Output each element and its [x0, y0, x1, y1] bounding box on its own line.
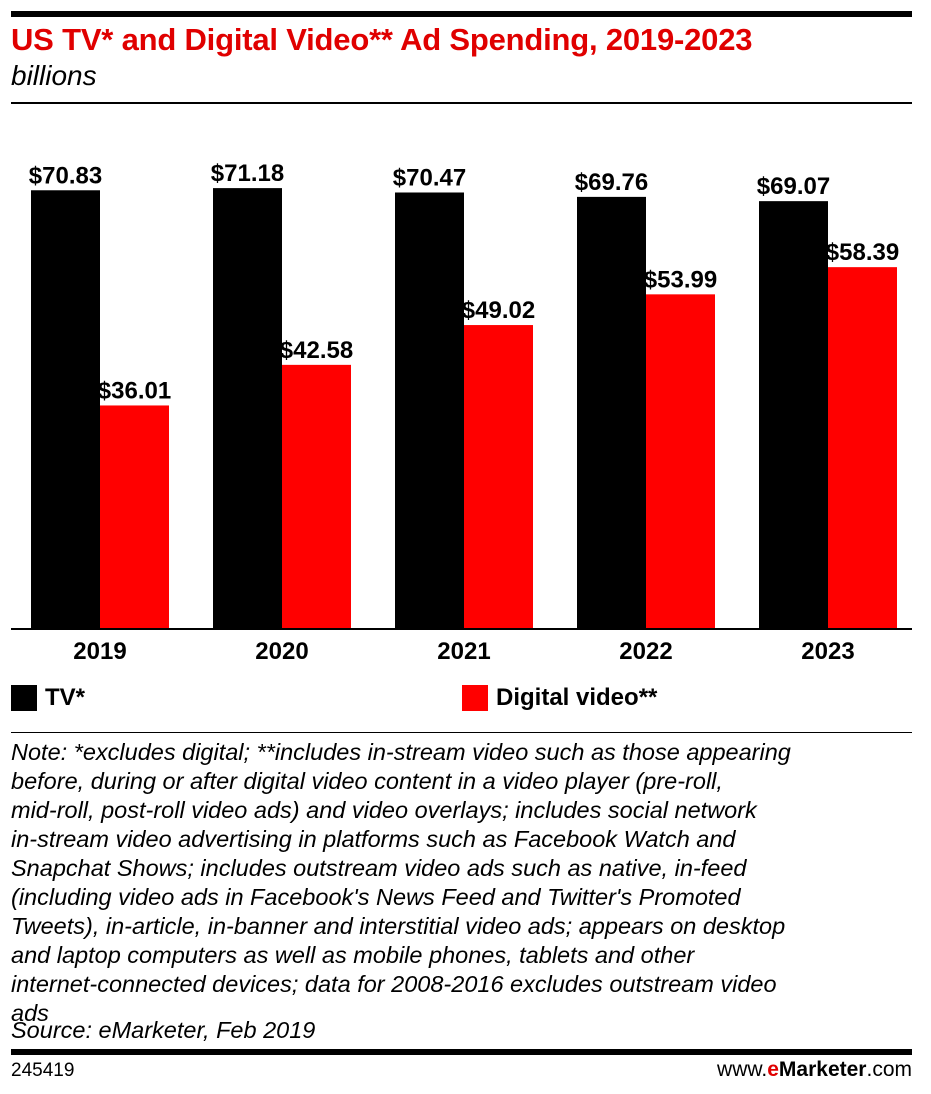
bar-tv-2023 [759, 201, 828, 628]
data-label-digital-video-2021: $49.02 [462, 297, 535, 324]
x-tick-label-2021: 2021 [437, 638, 490, 665]
bar-digital-video-2019 [100, 405, 169, 628]
bar-chart: $70.83 $36.01 2019 $71.18 $42.58 2020 $70.47 $4… [11, 160, 912, 665]
x-tick-label-2023: 2023 [801, 638, 854, 665]
bar-digital-video-2020 [282, 364, 351, 628]
chart-id: 245419 [11, 1060, 75, 1081]
data-label-digital-video-2022: $53.99 [644, 266, 717, 293]
legend-item-digital-video: Digital video** [462, 683, 657, 713]
data-label-tv-2021: $70.47 [393, 164, 466, 191]
brand-suffix: .com [866, 1058, 912, 1081]
data-label-digital-video-2020: $42.58 [280, 337, 353, 364]
bar-tv-2021 [395, 192, 464, 628]
legend-swatch-digital-video [462, 685, 488, 711]
footnote: Note: *excludes digital; **includes in-s… [11, 739, 791, 1026]
brand-name: Marketer [778, 1058, 867, 1081]
source-note: Source: eMarketer, Feb 2019 [11, 1017, 316, 1043]
bar-digital-video-2021 [464, 325, 533, 628]
legend-item-tv: TV* [11, 683, 85, 713]
brand-e: e [767, 1058, 779, 1081]
data-label-digital-video-2019: $36.01 [98, 377, 171, 404]
brand-prefix: www. [717, 1058, 768, 1081]
data-label-tv-2023: $69.07 [757, 173, 830, 200]
x-tick-label-2022: 2022 [619, 638, 672, 665]
data-label-tv-2019: $70.83 [29, 162, 102, 189]
data-label-tv-2022: $69.76 [575, 169, 648, 196]
bar-digital-video-2023 [828, 267, 897, 628]
data-label-digital-video-2023: $58.39 [826, 239, 899, 266]
bar-tv-2022 [577, 196, 646, 628]
x-tick-label-2019: 2019 [73, 638, 126, 665]
bar-digital-video-2022 [646, 294, 715, 628]
notes-divider [11, 732, 912, 733]
bottom-rule [11, 1049, 912, 1055]
title-divider [11, 102, 912, 104]
x-axis-line [11, 628, 912, 630]
legend-label-tv: TV* [45, 684, 86, 711]
data-label-tv-2020: $71.18 [211, 160, 284, 187]
bar-tv-2019 [31, 190, 100, 628]
chart-title: US TV* and Digital Video** Ad Spending, … [11, 22, 753, 57]
legend-swatch-tv [11, 685, 37, 711]
brand-logo[interactable]: www.eMarketer.com [717, 1058, 912, 1082]
legend-label-digital-video: Digital video** [496, 684, 658, 711]
chart-subtitle: billions [11, 60, 97, 91]
top-rule [11, 11, 912, 17]
bar-tv-2020 [213, 188, 282, 628]
x-tick-label-2020: 2020 [255, 638, 308, 665]
